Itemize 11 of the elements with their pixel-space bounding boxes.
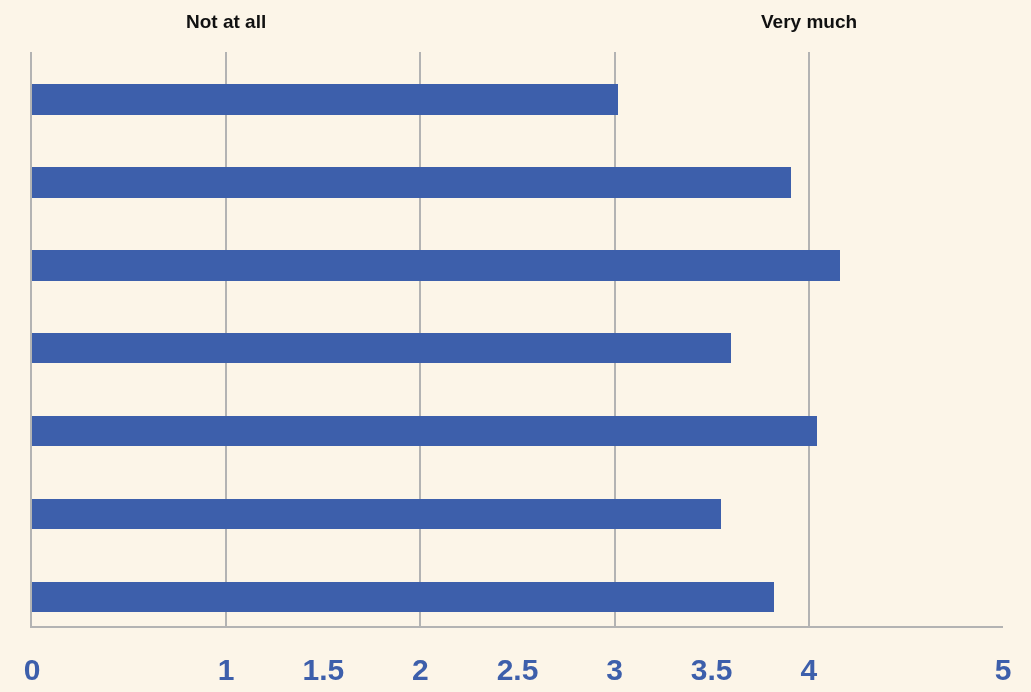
x-tick-label: 3.5 bbox=[690, 653, 733, 686]
x-tick-label: 3 bbox=[606, 653, 623, 686]
x-tick-label: 1 bbox=[217, 653, 235, 686]
text: Not at all bbox=[186, 11, 267, 32]
x-tick-label: 0 bbox=[23, 653, 41, 686]
x-tick-label: 1.5 bbox=[302, 653, 345, 686]
x-tick-label: 4 bbox=[800, 653, 818, 686]
x-tick-label: 2 bbox=[412, 653, 429, 686]
x-tick-label: 2.5 bbox=[496, 653, 539, 686]
text: Very much bbox=[761, 11, 858, 32]
x-tick-label: 5 bbox=[994, 653, 1012, 686]
